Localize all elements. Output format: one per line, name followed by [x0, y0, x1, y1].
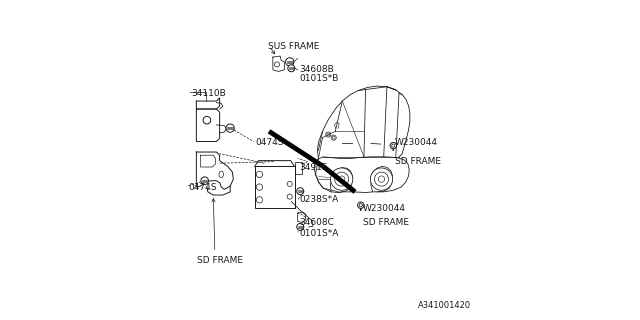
Text: 0238S*A: 0238S*A [300, 195, 339, 204]
Circle shape [285, 58, 294, 66]
Circle shape [226, 124, 234, 132]
Text: SD FRAME: SD FRAME [363, 218, 409, 227]
Text: 34608C: 34608C [300, 218, 334, 227]
Text: W230044: W230044 [395, 138, 438, 147]
Circle shape [390, 142, 396, 149]
Text: W230044: W230044 [363, 204, 406, 213]
Circle shape [297, 188, 304, 195]
Circle shape [288, 65, 295, 72]
Circle shape [358, 202, 364, 208]
Bar [255, 166, 294, 208]
Text: A341001420: A341001420 [418, 301, 471, 310]
Text: 0101S*B: 0101S*B [300, 74, 339, 83]
Circle shape [297, 223, 304, 230]
Circle shape [371, 168, 393, 190]
Text: 0474S: 0474S [189, 183, 217, 192]
Text: 34915: 34915 [300, 164, 328, 172]
Text: SD FRAME: SD FRAME [197, 256, 243, 265]
Circle shape [330, 168, 353, 190]
Text: SUS FRAME: SUS FRAME [268, 42, 320, 52]
Text: 0474S: 0474S [255, 138, 284, 147]
Circle shape [201, 177, 209, 185]
Circle shape [392, 144, 395, 147]
Bar [294, 162, 303, 174]
Circle shape [359, 204, 362, 207]
Text: 0101S*A: 0101S*A [300, 229, 339, 238]
Text: 34110B: 34110B [191, 89, 226, 98]
Text: SD FRAME: SD FRAME [395, 157, 441, 166]
Text: 34608B: 34608B [300, 65, 334, 74]
